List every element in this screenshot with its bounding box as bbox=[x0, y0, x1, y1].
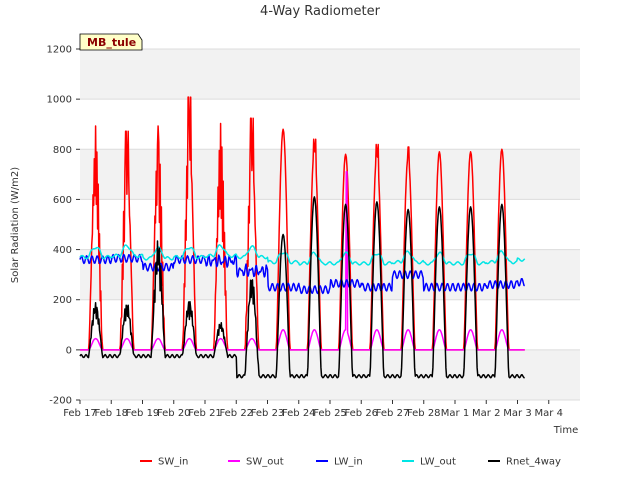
x-tick-label: Mar 3 bbox=[503, 408, 531, 419]
legend-label: LW_in bbox=[334, 457, 363, 468]
series-line-lw_out bbox=[79, 244, 526, 266]
background-bands bbox=[80, 49, 580, 400]
legend: SW_in SW_out LW_in LW_out Rnet_4way bbox=[140, 457, 561, 468]
grid-band bbox=[80, 149, 580, 200]
x-tick-label: Mar 1 bbox=[441, 408, 469, 419]
x-tick-label: Feb 17 bbox=[63, 408, 97, 419]
x-tick-label: Feb 26 bbox=[344, 408, 378, 419]
legend-label: SW_in bbox=[158, 457, 188, 468]
x-tick-label: Feb 28 bbox=[407, 408, 441, 419]
y-tick-label: 800 bbox=[53, 145, 72, 156]
legend-label: LW_out bbox=[420, 457, 456, 468]
series-line-sw_out bbox=[79, 171, 525, 351]
x-tick-label: Feb 27 bbox=[376, 408, 410, 419]
y-tick-label: 200 bbox=[53, 295, 72, 306]
legend-label: SW_out bbox=[246, 457, 284, 468]
x-tick-label: Feb 25 bbox=[313, 408, 347, 419]
y-tick-label: 1000 bbox=[47, 95, 72, 106]
x-tick-label: Feb 24 bbox=[282, 408, 316, 419]
y-tick-label: 1200 bbox=[47, 45, 72, 56]
series-layer bbox=[79, 96, 526, 379]
y-tick-label: -200 bbox=[49, 396, 72, 407]
y-axis-label: Solar Radiation (W/m2) bbox=[10, 167, 21, 283]
x-tick-label: Mar 2 bbox=[472, 408, 500, 419]
y-axis: -200 0 200 400 600 800 1000 1200 bbox=[47, 45, 80, 407]
site-tag-label: MB_tule bbox=[87, 36, 136, 49]
x-tick-label: Feb 21 bbox=[188, 408, 222, 419]
x-tick-label: Feb 22 bbox=[219, 408, 253, 419]
x-tick-label: Feb 18 bbox=[94, 408, 128, 419]
y-tick-label: 400 bbox=[53, 245, 72, 256]
x-tick-label: Mar 4 bbox=[535, 408, 563, 419]
series-line-lw_in bbox=[79, 253, 525, 295]
grid-band bbox=[80, 49, 580, 100]
x-axis-label: Time bbox=[553, 425, 578, 436]
legend-label: Rnet_4way bbox=[506, 457, 561, 468]
site-tag: MB_tule bbox=[79, 33, 143, 51]
x-tick-label: Feb 23 bbox=[251, 408, 285, 419]
x-tick-label: Feb 19 bbox=[126, 408, 160, 419]
x-tick-label: Feb 20 bbox=[157, 408, 191, 419]
y-tick-label: 0 bbox=[66, 345, 72, 356]
y-tick-label: 600 bbox=[53, 195, 72, 206]
series-line-rnet_4way bbox=[79, 196, 525, 379]
chart-title: 4-Way Radiometer bbox=[260, 4, 381, 19]
